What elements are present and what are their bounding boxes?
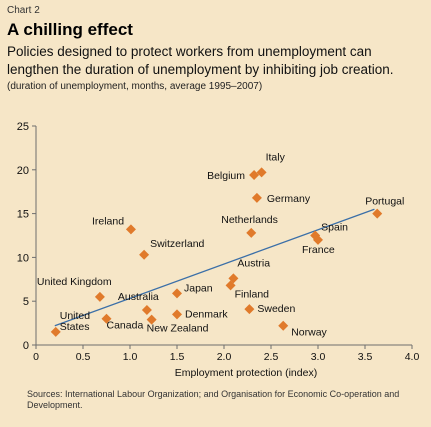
y-tick-label: 0 — [23, 340, 29, 352]
x-tick-label: 0 — [33, 351, 39, 363]
point-label: Australia — [118, 291, 159, 303]
y-tick-label: 15 — [17, 209, 29, 221]
point-label: Japan — [184, 282, 213, 294]
data-point — [139, 249, 150, 260]
point-label: Canada — [107, 320, 144, 332]
chart-title: A chilling effect — [7, 20, 133, 39]
data-point — [251, 192, 262, 203]
point-label: Finland — [235, 288, 270, 300]
point-label: United States — [60, 310, 91, 333]
data-point — [372, 208, 383, 219]
point-label: Netherlands — [221, 214, 278, 226]
point-label: Sweden — [257, 303, 295, 315]
data-point — [278, 320, 289, 331]
data-point — [225, 280, 236, 291]
point-label: Austria — [237, 257, 270, 269]
point-label: Germany — [267, 193, 311, 205]
data-point — [146, 314, 157, 325]
point-label: New Zealand — [147, 323, 209, 335]
x-tick-label: 2.0 — [217, 351, 232, 363]
chart-subtitle: Policies designed to protect workers fro… — [7, 44, 394, 77]
y-tick-label: 20 — [17, 165, 29, 177]
data-point — [246, 227, 257, 238]
point-label: Spain — [321, 222, 348, 234]
data-point — [244, 304, 255, 315]
point-label: Denmark — [185, 308, 228, 320]
chart-note: (duration of unemployment, months, avera… — [7, 81, 263, 92]
data-point — [172, 288, 182, 299]
point-label: Italy — [266, 151, 286, 163]
y-tick-label: 25 — [17, 121, 29, 133]
point-label: Ireland — [92, 215, 124, 227]
point-label: France — [302, 244, 335, 256]
data-point — [249, 170, 260, 181]
data-point — [50, 326, 61, 337]
data-point — [125, 224, 136, 235]
point-label: United Kingdom — [37, 276, 112, 288]
y-tick-label: 10 — [17, 252, 29, 264]
point-label: Belgium — [207, 170, 245, 182]
sources-note: Sources: International Labour Organizati… — [27, 389, 400, 410]
data-point — [172, 309, 182, 320]
trendline — [54, 208, 375, 327]
x-tick-label: 1.5 — [170, 351, 185, 363]
x-axis-label: Employment protection (index) — [175, 367, 317, 379]
y-tick-label: 5 — [23, 296, 29, 308]
point-label: Switzerland — [150, 238, 204, 250]
data-point — [313, 234, 323, 245]
data-point — [256, 167, 267, 178]
x-tick-label: 3.5 — [358, 351, 373, 363]
point-label: Norway — [291, 327, 327, 339]
data-point — [94, 291, 105, 302]
point-label: Portugal — [365, 196, 404, 208]
x-tick-label: 1.0 — [123, 351, 138, 363]
data-point — [101, 313, 112, 324]
x-tick-label: 0.5 — [76, 351, 91, 363]
data-point — [141, 304, 152, 315]
x-tick-label: 2.5 — [264, 351, 279, 363]
x-tick-label: 3.0 — [311, 351, 326, 363]
x-tick-label: 4.0 — [405, 351, 420, 363]
chart-label: Chart 2 — [7, 5, 40, 16]
